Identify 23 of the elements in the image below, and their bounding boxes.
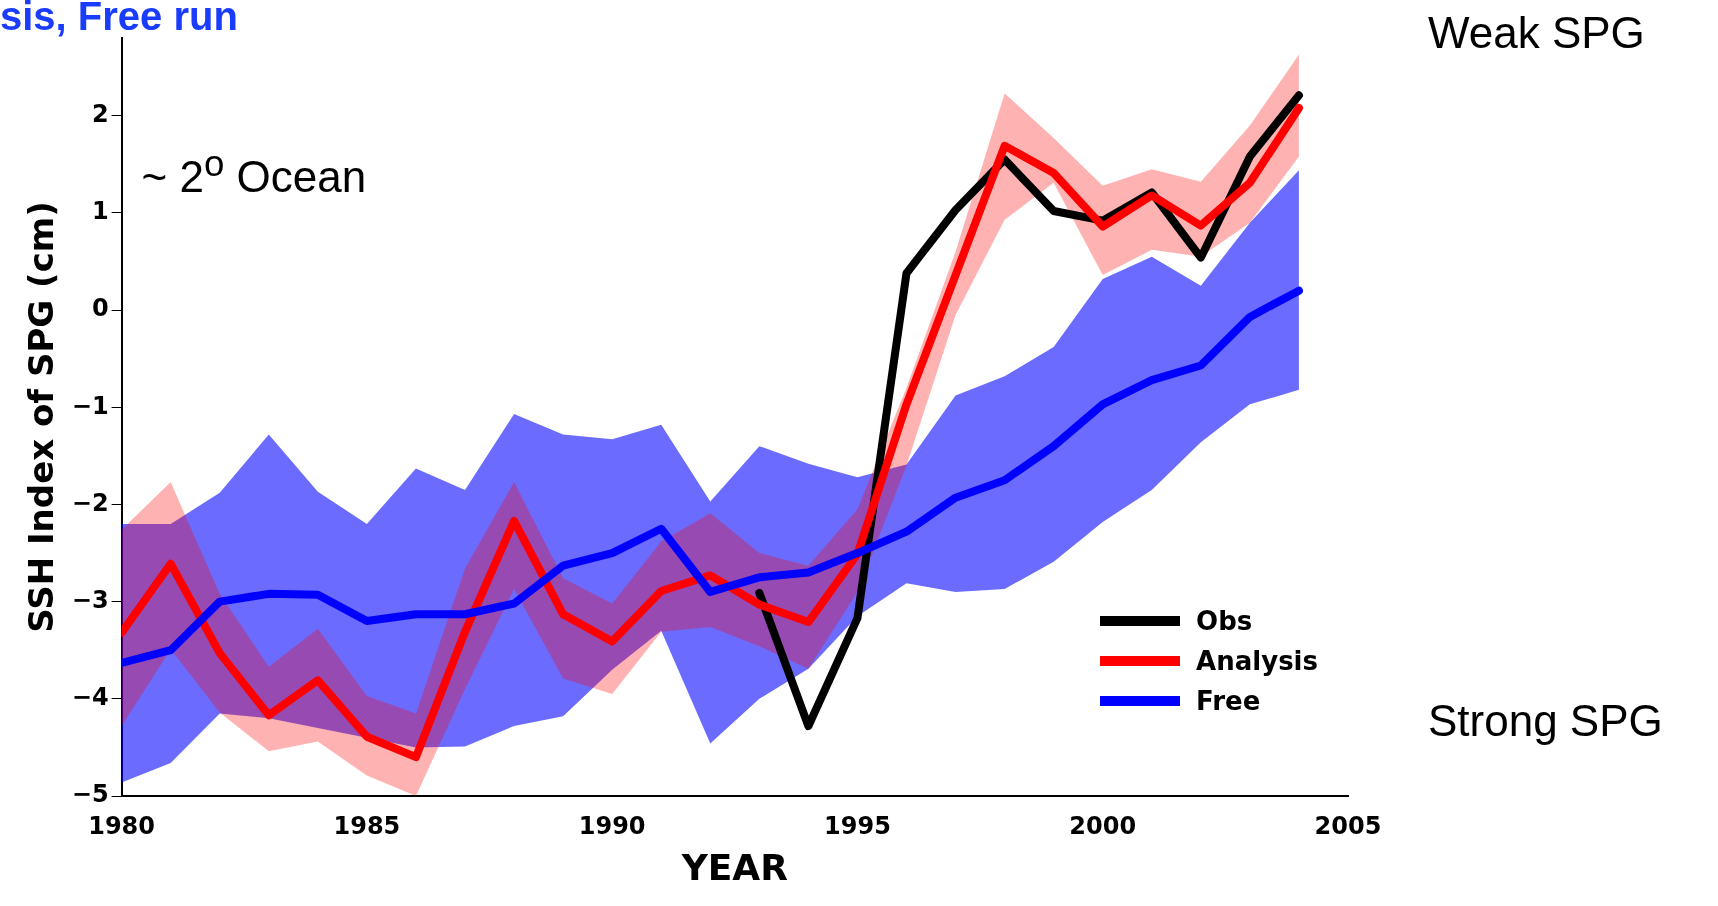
y-tick-label: −1 <box>71 391 109 420</box>
text: Weak SPG <box>1428 8 1645 58</box>
text: Strong SPG <box>1428 696 1663 746</box>
chart-title: sis, Free run <box>0 0 238 39</box>
y-tick-label: 1 <box>91 197 109 226</box>
y-tick-label: −3 <box>71 585 109 614</box>
x-axis-title: YEAR <box>680 846 788 888</box>
legend-label: Obs <box>1196 606 1253 636</box>
y-tick-label: 0 <box>91 294 109 323</box>
legend-label: Free <box>1196 686 1261 716</box>
x-tick-label: 1980 <box>88 811 156 840</box>
y-tick-label: 2 <box>91 99 109 128</box>
x-tick-label: 1990 <box>578 811 646 840</box>
x-tick-label: 2005 <box>1314 811 1382 840</box>
x-tick-label: 1995 <box>824 811 891 840</box>
y-tick-label: −4 <box>71 683 109 712</box>
y-tick-label: −5 <box>71 780 109 809</box>
x-tick-label: 1985 <box>333 811 401 840</box>
y-axis-title: SSH Index of SPG (cm) <box>21 201 62 633</box>
y-tick-label: −2 <box>71 488 109 517</box>
legend-label: Analysis <box>1196 646 1318 676</box>
x-tick-label: 2000 <box>1069 811 1137 840</box>
annotation: ~ 2$^{o}$ Ocean <box>141 143 367 202</box>
